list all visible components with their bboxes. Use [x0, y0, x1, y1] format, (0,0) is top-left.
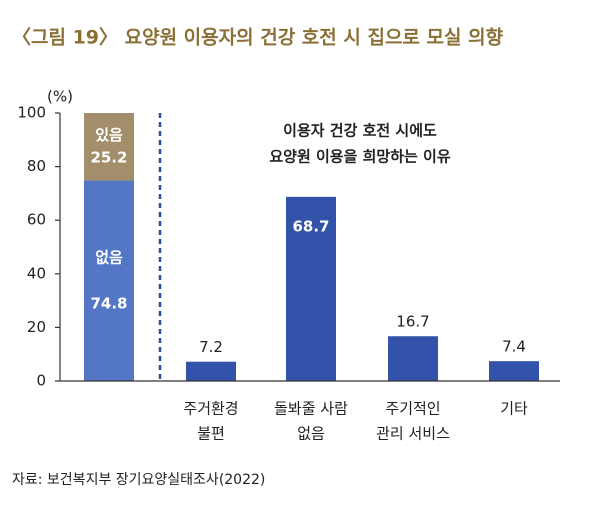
x-tick-label: 돌봐줄 사람 [274, 400, 348, 418]
y-tick-label: 80 [27, 157, 46, 175]
y-tick-label: 40 [27, 264, 46, 282]
value-label: 68.7 [292, 217, 329, 235]
segment-value: 25.2 [90, 149, 127, 167]
y-tick-label: 20 [27, 318, 46, 336]
chart-title: 〈그림 19〉 요양원 이용자의 건강 호전 시 집으로 모실 의향 [12, 26, 504, 49]
value-label: 7.2 [199, 338, 223, 356]
annotation: 요양원 이용을 희망하는 이유 [269, 148, 450, 166]
bar [489, 361, 539, 381]
segment-name: 있음 [95, 126, 123, 144]
x-tick-label: 기타 [500, 400, 528, 418]
bar [286, 196, 336, 381]
bar [186, 361, 236, 381]
y-tick-label: 100 [17, 104, 46, 122]
x-tick-label: 주거환경 [183, 400, 238, 418]
x-tick-label: 관리 서비스 [376, 425, 450, 443]
segment-name: 없음 [95, 248, 123, 266]
annotation: 이용자 건강 호전 시에도 [283, 122, 437, 140]
y-tick-label: 0 [36, 372, 46, 390]
source: 자료: 보건복지부 장기요양실태조사(2022) [12, 472, 265, 488]
y-unit: (%) [47, 88, 73, 106]
segment-value: 74.8 [90, 294, 127, 312]
bar [388, 336, 438, 381]
value-label: 7.4 [502, 338, 526, 356]
value-label: 16.7 [396, 313, 429, 331]
stacked-segment [84, 180, 134, 381]
x-tick-label: 불편 [197, 425, 225, 443]
x-tick-label: 주기적인 [385, 400, 440, 418]
x-tick-label: 없음 [297, 425, 325, 443]
stacked-segment [84, 113, 134, 181]
y-tick-label: 60 [27, 211, 46, 229]
